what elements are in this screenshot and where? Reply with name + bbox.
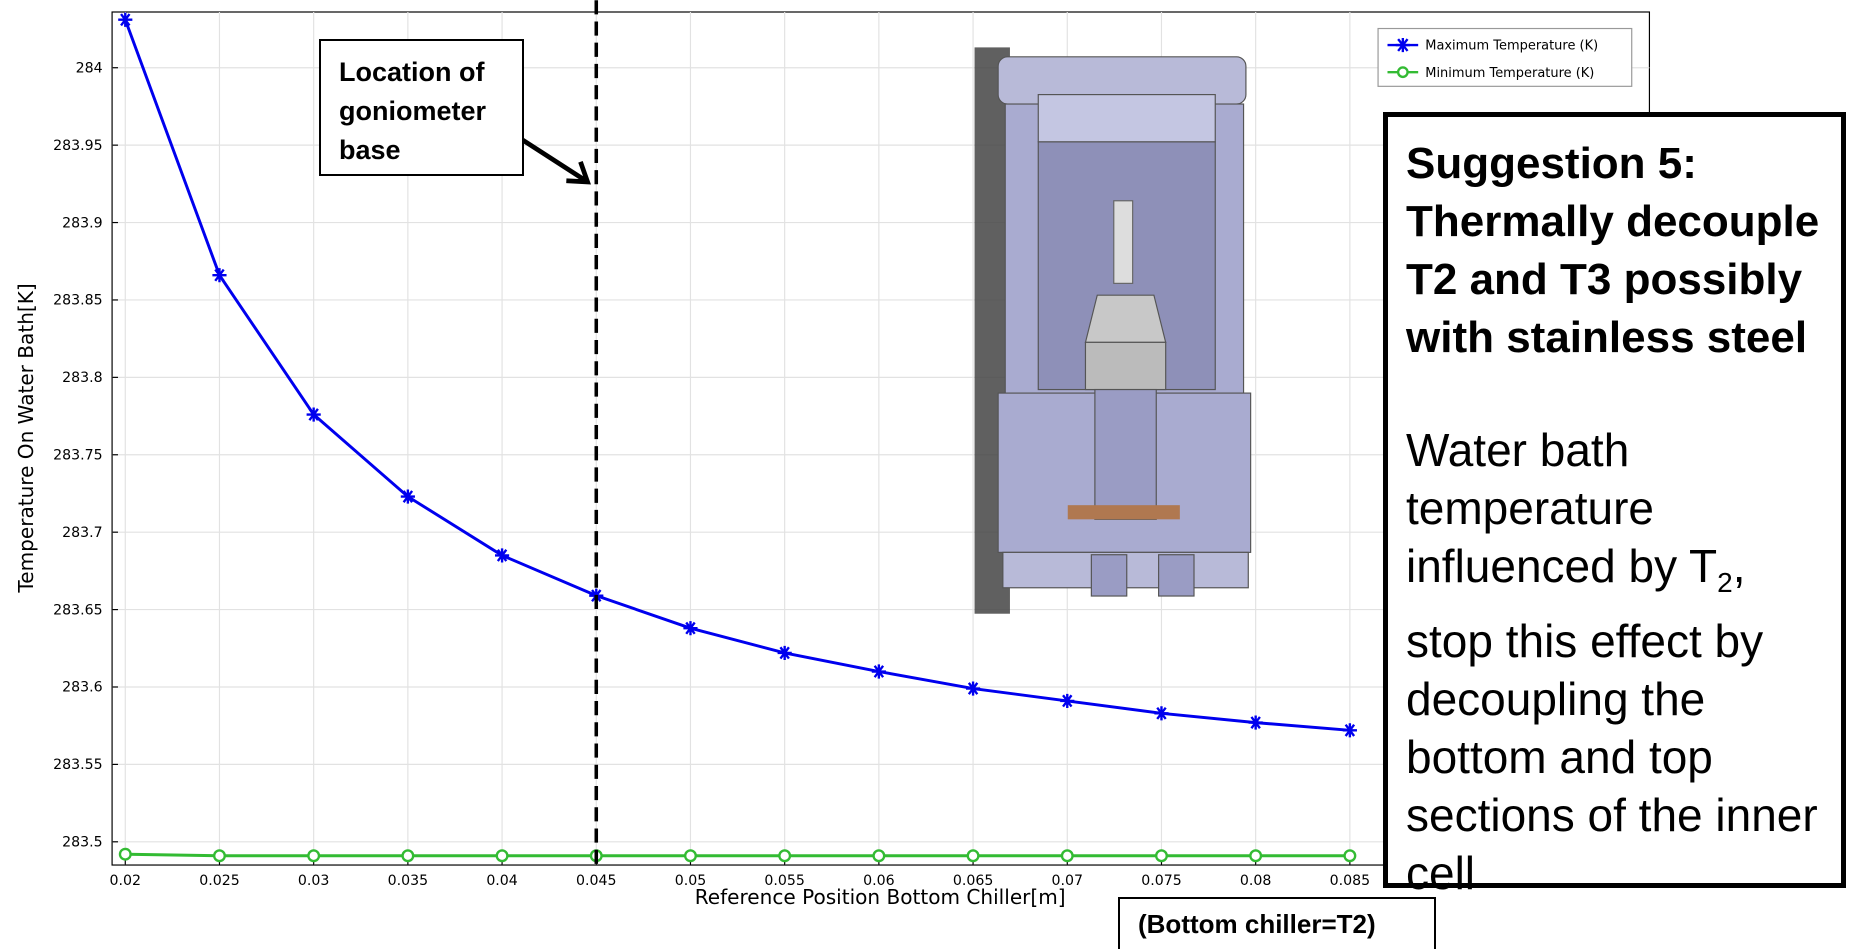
marker (966, 681, 980, 695)
y-tick-label: 284 (76, 60, 103, 76)
y-tick-label: 283.75 (53, 447, 102, 463)
y-tick-label: 283.65 (53, 602, 102, 618)
marker (403, 850, 414, 861)
x-tick-label: 0.075 (1141, 873, 1181, 889)
marker (778, 646, 792, 660)
legend-marker (1396, 38, 1410, 52)
x-tick-label: 0.025 (199, 873, 239, 889)
marker (214, 850, 225, 861)
marker (874, 850, 885, 861)
y-tick-label: 283.85 (53, 293, 102, 309)
x-tick-label: 0.03 (298, 873, 330, 889)
note-line: Location of (339, 53, 504, 92)
note-line: base (339, 131, 504, 170)
marker (1250, 850, 1261, 861)
marker (872, 664, 886, 678)
chiller-note: (Bottom chiller=T2) (1118, 897, 1436, 949)
note-line: goniometer (339, 92, 504, 131)
marker (1062, 850, 1073, 861)
body-text: , stop this effect by decoupling the bot… (1406, 540, 1818, 899)
body-subscript: 2 (1717, 567, 1733, 598)
y-tick-label: 283.7 (62, 525, 102, 541)
marker (495, 548, 509, 562)
x-tick-label: 0.08 (1240, 873, 1272, 889)
marker (497, 850, 508, 861)
y-axis-label: Temperature On Water Bath[K] (14, 283, 38, 593)
marker (120, 849, 131, 860)
y-tick-label: 283.8 (62, 370, 102, 386)
x-tick-label: 0.035 (388, 873, 428, 889)
goniometer-note: Location of goniometer base (319, 39, 524, 176)
y-tick-label: 283.5 (62, 835, 102, 851)
x-tick-label: 0.085 (1330, 873, 1370, 889)
cell-illustration (975, 47, 1251, 613)
marker (685, 850, 696, 861)
y-tick-label: 283.9 (62, 215, 102, 231)
marker (1345, 850, 1356, 861)
legend-label: Minimum Temperature (K) (1425, 66, 1594, 81)
marker (968, 850, 979, 861)
suggestion-body: Water bath temperature influenced by T2,… (1406, 421, 1823, 902)
x-tick-label: 0.045 (576, 873, 616, 889)
marker (307, 407, 321, 421)
y-tick-label: 283.55 (53, 757, 102, 773)
marker (1156, 850, 1167, 861)
x-tick-label: 0.02 (110, 873, 142, 889)
marker (308, 850, 319, 861)
suggestion-box: Suggestion 5: Thermally decouple T2 and … (1383, 112, 1846, 888)
legend-marker (1398, 67, 1407, 76)
marker (1154, 706, 1168, 720)
marker (1060, 694, 1074, 708)
marker (1249, 716, 1263, 730)
marker (779, 850, 790, 861)
marker (118, 13, 132, 27)
x-axis-label: Reference Position Bottom Chiller[m] (695, 885, 1066, 909)
legend: Maximum Temperature (K) Minimum Temperatu… (1378, 29, 1632, 87)
body-text: Water bath temperature influenced by T (1406, 424, 1717, 592)
marker (401, 489, 415, 503)
y-tick-label: 283.6 (62, 680, 102, 696)
x-tick-label: 0.04 (486, 873, 518, 889)
marker (212, 268, 226, 282)
legend-label: Maximum Temperature (K) (1425, 39, 1598, 54)
suggestion-title: Suggestion 5: Thermally decouple T2 and … (1406, 135, 1823, 367)
y-tick-label: 283.95 (53, 138, 102, 154)
marker (1343, 723, 1357, 737)
marker (683, 621, 697, 635)
page: 283.5 283.55 283.6 283.65 283.7 283.75 283.8 28… (0, 0, 1850, 949)
